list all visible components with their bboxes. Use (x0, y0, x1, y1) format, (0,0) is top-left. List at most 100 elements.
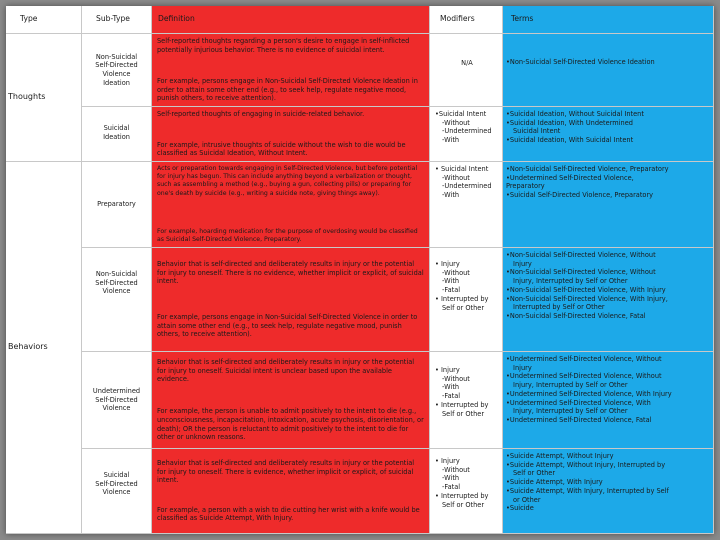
definition-text: Self-reported thoughts regarding a perso… (157, 37, 410, 54)
modifier-line: -Without (442, 173, 470, 182)
modifiers-undetermined-sdv: • Injury -Without -With -Fatal • Interru… (430, 352, 503, 449)
subtype-line: Non-Suicidal (95, 270, 138, 278)
modifier-line: • Injury (435, 457, 460, 465)
definition-example: For example, hoarding medication for the… (157, 227, 418, 243)
terms-suicidal-ideation: •Suicidal Ideation, Without Suicidal Int… (503, 107, 714, 162)
subtype-line: Preparatory (97, 200, 136, 209)
modifiers-nssdv-ideation: N/A (430, 34, 503, 107)
modifier-line: Self or Other (442, 409, 485, 418)
subtype-line: Self-Directed (95, 61, 138, 70)
modifier-line: • Interrupted by (435, 491, 489, 500)
header-subtype: Sub-Type (82, 6, 152, 34)
term-line: Injury (513, 363, 532, 372)
term-line: •Non-Suicidal Self-Directed Violence, Pr… (506, 165, 669, 173)
modifier-line: • Interrupted by (435, 400, 489, 409)
subtype-suicidal-ideation: Suicidal Ideation (82, 107, 152, 162)
definition-preparatory: Acts or preparation towards engaging in … (152, 162, 430, 248)
modifiers-nssdv: • Injury -Without -With -Fatal • Interru… (430, 248, 503, 352)
subtype-line: Self-Directed (95, 278, 138, 287)
terms-nssdv: •Non-Suicidal Self-Directed Violence, Wi… (503, 248, 714, 352)
definition-text: Acts or preparation towards engaging in … (157, 165, 418, 197)
subtype-suicidal-sdv: Suicidal Self-Directed Violence (82, 449, 152, 534)
subtype-preparatory: Preparatory (82, 162, 152, 248)
subtype-line: Suicidal (103, 471, 130, 479)
term-line: •Undetermined Self-Directed Violence, Wi… (506, 389, 672, 398)
term-line: Injury (513, 259, 532, 268)
term-line: •Suicide (506, 504, 534, 513)
subtype-line: Violence (102, 404, 131, 413)
subtype-line: Ideation (103, 78, 130, 87)
modifier-line: -With (442, 191, 460, 200)
modifier-line: • Injury (435, 366, 460, 374)
modifiers-suicidal-ideation: •Suicidal Intent -Without -Undetermined … (430, 107, 503, 162)
subtype-line: Self-Directed (95, 479, 138, 488)
term-line: •Non-Suicidal Self-Directed Violence, Fa… (506, 311, 646, 320)
subtype-line: Violence (102, 488, 131, 497)
modifier-line: -With (442, 383, 460, 392)
definition-example: For example, persons engage in Non-Suici… (157, 312, 418, 339)
term-line: Injury, Interrupted by Self or Other (513, 277, 628, 286)
modifier-line: -With (442, 277, 460, 286)
definition-example: For example, the person is unable to adm… (157, 407, 424, 442)
modifier-line: • Suicidal Intent (435, 165, 489, 173)
term-line: Preparatory (506, 182, 545, 191)
subtype-line: Undetermined (92, 386, 141, 395)
term-line: •Non-Suicidal Self-Directed Violence, Wi… (506, 268, 656, 277)
term-line: •Non-Suicidal Self-Directed Violence, Wi… (506, 294, 668, 303)
term-line: •Undetermined Self-Directed Violence, Fa… (506, 415, 652, 424)
definition-nssdv: Behavior that is self-directed and delib… (152, 248, 430, 352)
modifier-line: • Injury (435, 260, 460, 268)
term-line: Interrupted by Self or Other (513, 303, 605, 312)
modifier-line: Self or Other (442, 500, 485, 509)
modifier-line: -With (442, 136, 460, 145)
modifiers-preparatory: • Suicidal Intent -Without -Undetermined… (430, 162, 503, 248)
term-line: •Non-Suicidal Self-Directed Violence, Wi… (506, 251, 656, 259)
subtype-line: Self-Directed (95, 395, 138, 404)
term-line: •Undetermined Self-Directed Violence, Wi… (506, 372, 662, 381)
definition-suicidal-sdv: Behavior that is self-directed and delib… (152, 449, 430, 534)
definition-suicidal-ideation: Self-reported thoughts of engaging in su… (152, 107, 430, 162)
definition-text: Behavior that is self-directed and delib… (157, 459, 415, 485)
modifier-line: -Without (442, 268, 470, 277)
term-line: •Suicide Attempt, Without Injury, Interr… (506, 460, 666, 469)
modifier-line: • Interrupted by (435, 294, 489, 303)
subtype-nssdv: Non-Suicidal Self-Directed Violence (82, 248, 152, 352)
header-modifiers: Modifiers (430, 6, 503, 34)
terms-preparatory: •Non-Suicidal Self-Directed Violence, Pr… (503, 162, 714, 248)
term-line: Injury, Interrupted by Self or Other (513, 407, 628, 416)
modifier-line: •Suicidal Intent (435, 110, 487, 118)
term-line: •Non-Suicidal Self-Directed Violence, Wi… (506, 285, 666, 294)
term-line: •Suicide Attempt, With Injury, Interrupt… (506, 486, 669, 495)
terms-nssdv-ideation: •Non-Suicidal Self-Directed Violence Ide… (503, 34, 714, 107)
modifier-line: -Fatal (442, 392, 461, 401)
subtype-undetermined-sdv: Undetermined Self-Directed Violence (82, 352, 152, 449)
term-line: Suicidal Intent (513, 127, 561, 136)
term-line: •Suicidal Self-Directed Violence, Prepar… (506, 191, 654, 200)
subtype-line: Violence (102, 70, 131, 78)
modifier-line: -Without (442, 118, 470, 127)
header-terms: Terms (503, 6, 714, 34)
term-line: •Suicide Attempt, With Injury (506, 478, 603, 487)
type-thoughts: Thoughts (6, 34, 82, 162)
type-behaviors: Behaviors (6, 162, 82, 534)
subtype-line: Violence (102, 287, 131, 296)
term-line: •Undetermined Self-Directed Violence, Wi… (506, 355, 662, 363)
definition-undetermined-sdv: Behavior that is self-directed and delib… (152, 352, 430, 449)
modifier-line: -Fatal (442, 286, 461, 295)
subtype-line: Non-Suicidal (95, 52, 138, 61)
term-line: •Suicidal Ideation, With Suicidal Intent (506, 136, 634, 145)
definition-text: Self-reported thoughts of engaging in su… (157, 110, 365, 118)
header-definition: Definition (152, 6, 430, 34)
definition-example: For example, persons engage in Non-Suici… (157, 76, 418, 103)
term-line: •Non-Suicidal Self-Directed Violence Ide… (506, 58, 655, 66)
term-line: •Suicide Attempt, Without Injury (506, 452, 614, 460)
definition-example: For example, a person with a wish to die… (157, 505, 420, 523)
subtype-line: Ideation (103, 132, 130, 141)
term-line: Injury, Interrupted by Self or Other (513, 381, 628, 390)
term-line: •Suicidal Ideation, Without Suicidal Int… (506, 110, 644, 118)
classification-table: Type Sub-Type Definition Modifiers Terms… (6, 6, 714, 534)
modifier-line: -Undetermined (442, 127, 492, 136)
subtype-nssdv-ideation: Non-Suicidal Self-Directed Violence Idea… (82, 34, 152, 107)
definition-nssdv-ideation: Self-reported thoughts regarding a perso… (152, 34, 430, 107)
header-type: Type (6, 6, 82, 34)
